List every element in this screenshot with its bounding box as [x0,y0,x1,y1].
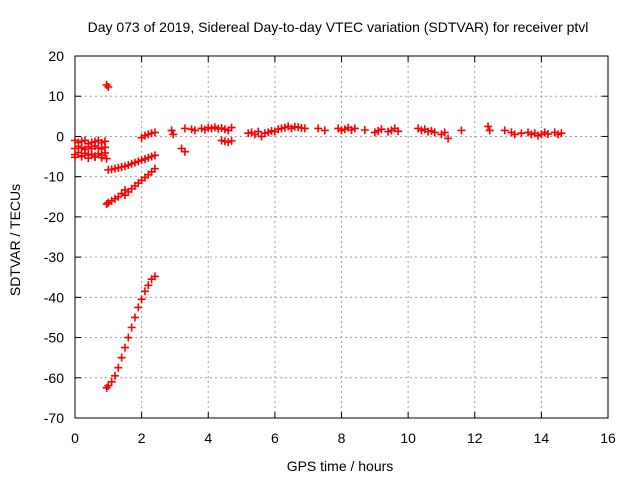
y-tick-label: -20 [44,209,64,225]
data-point [104,381,113,390]
data-point [130,313,139,322]
data-point [517,129,526,138]
data-point [114,363,123,372]
data-point [117,353,126,362]
x-tick-label: 6 [271,430,279,446]
sdtvar-outlier [102,80,113,91]
sdtvar-short-arc [104,151,159,174]
data-point [140,287,149,296]
data-point [227,136,236,145]
data-point [144,281,153,290]
sdtvar-arc-a [102,185,129,209]
data-point [150,128,159,137]
y-tick-label: -70 [44,410,64,426]
data-point [300,124,309,133]
x-tick-label: 4 [204,430,212,446]
data-point [314,124,323,133]
chart-title: Day 073 of 2019, Sidereal Day-to-day VTE… [88,19,589,35]
data-point [227,123,236,132]
data-point [110,371,119,380]
data-point [90,152,99,161]
data-point [544,130,553,139]
data-point [150,164,159,173]
x-axis-title: GPS time / hours [287,458,394,474]
data-point [102,154,111,163]
data-point [440,128,449,137]
data-point [320,126,329,135]
y-tick-label: 10 [48,88,64,104]
sdtvar-early-cluster [71,136,111,163]
data-point [102,200,111,209]
data-point [84,154,93,163]
data-point [430,128,439,137]
tick-layer: 20 10 0 -10 -20 -30 -40 -50 -60 -70 0 2 4 6 8 10 12 14 16 [44,48,616,446]
data-point [360,126,369,135]
data-point [100,148,109,157]
data-point [444,134,453,143]
y-tick-label: 0 [56,128,64,144]
data-point [107,377,116,386]
sdtvar-rising-arc [137,128,159,142]
data-point [350,124,359,133]
data-point [190,126,199,135]
x-tick-label: 14 [534,430,550,446]
data-point [377,125,386,134]
y-tick-label: -60 [44,370,64,386]
data-point [457,126,466,135]
data-point [134,303,143,312]
sdtvar-dip [177,144,189,156]
data-point [77,152,86,161]
sdtvar-arc-b [120,164,159,200]
data-point [104,82,113,91]
data-point [485,126,494,135]
data-point [71,153,79,162]
data-point [150,151,159,160]
x-tick-label: 16 [600,430,616,446]
data-point [167,126,176,135]
y-tick-label: -30 [44,249,64,265]
data-point [120,343,129,352]
y-tick-label: -50 [44,330,64,346]
y-tick-label: 20 [48,48,64,64]
x-tick-label: 10 [400,430,416,446]
data-point [484,122,493,131]
data-point [180,124,189,133]
data-point [500,126,509,135]
y-tick-label: -10 [44,169,64,185]
data-point [150,272,159,281]
data-point [137,295,146,304]
data-point [180,147,189,156]
data-point [394,127,403,136]
sdtvar-steep-arc [102,272,159,392]
y-axis-title: SDTVAR / TECUs [7,184,23,296]
data-point [97,153,106,162]
x-tick-label: 8 [338,430,346,446]
x-tick-label: 0 [71,430,79,446]
data-layer [71,80,566,392]
data-point [510,130,519,139]
grid-layer [75,56,608,418]
data-point [169,130,178,139]
data-point [254,127,263,136]
data-point [557,129,566,138]
x-tick-label: 12 [467,430,483,446]
sdtvar-main-band [167,122,566,147]
x-tick-label: 2 [138,430,146,446]
data-point [127,323,136,332]
data-point [124,333,133,342]
y-tick-label: -40 [44,289,64,305]
